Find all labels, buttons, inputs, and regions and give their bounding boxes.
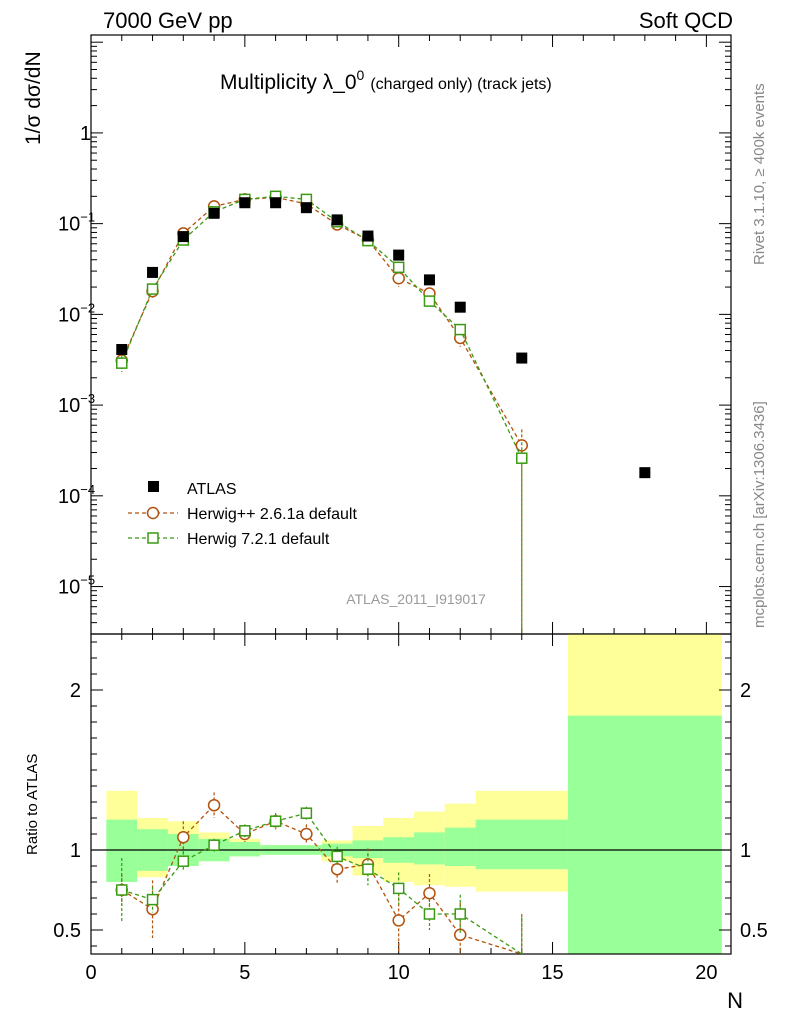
ratio-tick-label-left: 2: [70, 680, 81, 702]
series-point: [454, 323, 466, 336]
series-point: [392, 272, 405, 285]
ratio-point: [208, 839, 220, 851]
ratio-point: [177, 855, 190, 867]
ratio-point: [362, 863, 374, 875]
header-category: Soft QCD: [639, 8, 733, 33]
series-point: [516, 452, 528, 464]
legend-atlas-label: ATLAS: [187, 481, 237, 498]
atlas-data-point: [177, 231, 189, 243]
ratio-point: [300, 827, 313, 841]
x-tick-label: 20: [695, 962, 717, 984]
ratio-point: [423, 908, 436, 920]
ratio-point: [177, 830, 190, 844]
ratio-tick-label-left: 1: [70, 840, 81, 862]
main-panel: 1 10−1 10−2 10−3 10−4 10−5: [58, 34, 732, 954]
ratio-band-green: [567, 715, 722, 954]
y-tick-label: 10−3: [58, 391, 95, 417]
x-axis-label: N: [727, 988, 743, 1013]
ratio-point: [392, 914, 405, 927]
ratio-band-green: [475, 819, 568, 870]
ratio-point: [269, 815, 282, 827]
atlas-data-point: [454, 301, 466, 313]
ratio-point: [331, 850, 343, 863]
ratio-panel: 0 5 10 15 20 0.5 0.5 1 1 2 2: [53, 633, 768, 984]
series-point: [392, 261, 405, 274]
ratio-point: [453, 928, 467, 942]
atlas-data-point: [362, 230, 374, 242]
ratio-tick-label-left: 0.5: [53, 920, 81, 942]
ratio-tick-label-right: 1: [740, 840, 751, 862]
series-point: [423, 295, 436, 307]
ratio-point: [423, 886, 436, 900]
ratio-point: [116, 884, 128, 896]
legend-herwig7-marker: [147, 532, 159, 544]
ratio-point: [146, 893, 159, 906]
y-tick-label: 1: [80, 123, 91, 145]
atlas-data-point: [639, 467, 651, 479]
ratio-point: [207, 798, 221, 812]
ratio-band-green: [444, 827, 476, 866]
series-point: [146, 283, 159, 295]
plot-title: Multiplicity λ_00 (charged only) (track j…: [220, 67, 552, 94]
atlas-data-point: [516, 352, 528, 364]
atlas-data-point: [300, 202, 312, 214]
atlas-data-point: [423, 274, 435, 286]
legend-herwigpp-label: Herwig++ 2.6.1a default: [187, 506, 357, 523]
legend-herwig7-label: Herwig 7.2.1 default: [187, 531, 330, 548]
ratio-point: [330, 862, 344, 876]
y-tick-label: 10−1: [58, 210, 95, 236]
y-tick-label: 10−5: [58, 573, 95, 599]
ratio-band-green: [414, 832, 445, 865]
x-tick-label: 0: [85, 962, 96, 984]
y-axis-label: 1/σ dσ/dN: [22, 51, 45, 145]
ratio-frame: [90, 633, 732, 955]
ratio-band-green: [106, 819, 138, 882]
plot-title-suffix: (charged only) (track jets): [370, 76, 551, 93]
x-tick-label: 5: [239, 962, 250, 984]
y-tick-label: 10−4: [58, 482, 95, 508]
y-tick-label: 10−2: [58, 300, 95, 326]
ratio-point: [239, 825, 251, 837]
atlas-data-point: [147, 266, 159, 278]
atlas-data-point: [331, 214, 343, 226]
ratio-band-green: [229, 842, 261, 857]
ratio-tick-label-right: 0.5: [740, 920, 768, 942]
plot-title-main: Multiplicity λ_0: [220, 71, 357, 94]
atlas-data-point: [393, 249, 405, 261]
plot-title-superscript: 0: [357, 67, 365, 83]
analysis-id: ATLAS_2011_I919017: [346, 591, 486, 607]
mcplots-label: mcplots.cern.ch [arXiv:1306.3436]: [751, 401, 768, 628]
legend: ATLAS Herwig++ 2.6.1a default Herwig 7.2…: [128, 481, 357, 548]
atlas-data-point: [116, 344, 128, 356]
legend-atlas-marker: [148, 481, 159, 492]
ratio-tick-label-right: 2: [740, 680, 751, 702]
series-point: [116, 357, 128, 369]
ratio-point: [454, 908, 466, 920]
atlas-data-point: [239, 197, 251, 209]
atlas-data-point: [208, 207, 220, 219]
legend-herwigpp-marker: [146, 506, 160, 520]
header-beam-energy: 7000 GeV pp: [103, 8, 233, 33]
atlas-data-point: [270, 197, 282, 209]
x-tick-label: 15: [541, 962, 563, 984]
ratio-y-axis-label: Ratio to ATLAS: [24, 754, 41, 855]
rivet-version-label: Rivet 3.1.10, ≥ 400k events: [751, 83, 768, 265]
ratio-point: [300, 807, 313, 819]
x-tick-label: 10: [388, 962, 410, 984]
ratio-point: [392, 882, 405, 895]
